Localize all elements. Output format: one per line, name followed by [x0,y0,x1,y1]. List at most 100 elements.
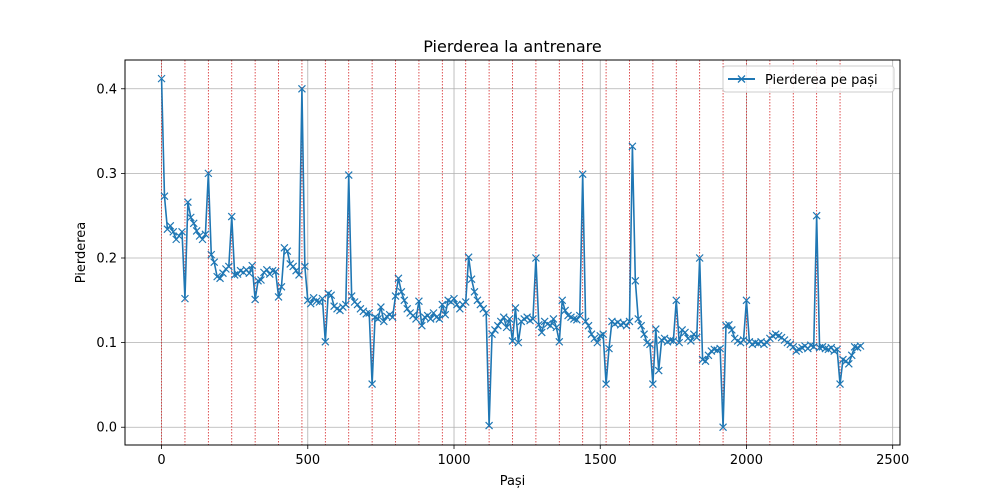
data-point-marker [742,296,751,305]
legend: Pierderea pe pași [722,65,895,93]
data-point-marker [529,314,537,323]
data-point-marker [248,261,257,270]
data-point-marker [175,232,184,240]
data-point-marker [157,74,166,83]
data-point-marker [435,314,444,323]
data-point-marker [441,310,450,319]
data-point-marker [666,336,675,345]
data-point-marker [634,314,643,323]
data-point-marker [391,292,400,301]
data-point-marker [722,321,730,330]
data-point-marker [344,171,353,180]
data-point-marker [534,320,543,329]
data-point-marker [675,338,684,347]
data-point-marker [251,295,260,304]
data-point-marker [216,274,224,283]
y-tick-label: 0.4 [96,82,117,97]
y-tick-label: 0.3 [96,167,117,182]
data-point-marker [321,337,330,346]
data-point-marker [298,84,306,93]
data-point-marker [198,235,207,244]
data-point-marker [686,336,695,345]
data-point-marker [312,297,321,306]
data-point-marker [362,309,371,318]
data-point-marker [455,304,464,313]
data-point-marker [549,314,558,323]
data-point-marker [581,317,590,326]
data-point-marker [856,342,865,350]
data-point-marker [485,421,494,430]
legend-entry-label: Pierderea pe pași [765,73,878,88]
data-point-marker [453,300,461,309]
y-axis-ticks: 0.0 0.1 0.2 0.3 0.4 [96,82,125,436]
data-point-marker [701,357,710,366]
data-point-marker [379,317,388,326]
data-point-marker [605,344,613,353]
data-point-marker [836,380,844,389]
data-point-marker [183,198,192,207]
data-point-marker [569,314,578,323]
data-point-marker [412,314,420,323]
data-point-marker [388,313,397,322]
data-point-marker [681,328,689,337]
data-point-marker [271,267,280,276]
data-point-marker [640,330,649,339]
x-tick-label: 2000 [730,453,763,468]
data-point-marker [464,253,473,262]
data-point-marker [289,262,298,271]
data-point-marker [219,269,227,278]
data-point-marker [558,296,567,305]
data-point-marker [169,227,178,236]
data-point-marker [578,170,587,179]
data-point-marker [552,323,561,332]
data-point-marker [648,380,657,389]
loss-series-line [160,78,861,429]
data-point-marker [537,328,546,337]
data-point-marker [488,330,496,339]
data-point-marker [186,213,195,222]
data-point-marker [493,321,502,330]
data-point-marker [587,330,596,339]
data-point-marker [625,317,634,326]
data-point-marker [844,359,853,368]
data-point-marker [479,304,488,313]
plot-frame [124,59,901,446]
data-point-marker [672,296,681,305]
x-tick-label: 1500 [584,453,617,468]
data-point-marker [429,309,438,317]
data-point-marker [727,325,736,334]
data-point-marker [341,300,350,309]
data-point-marker [438,300,447,309]
data-point-marker [306,299,315,308]
x-tick-label: 1000 [437,453,470,468]
data-point-marker [204,169,213,178]
chart-title: Pierderea la antrenare [423,37,601,56]
data-point-marker [245,269,254,278]
x-tick-label: 2500 [876,453,909,468]
data-point-marker [514,338,523,347]
data-point-marker [292,266,301,275]
plot-area [124,59,901,446]
y-tick-label: 0.1 [96,336,117,351]
data-point-marker [353,300,362,309]
data-point-marker [414,297,423,306]
data-point-marker [833,345,842,354]
data-point-marker [496,317,505,326]
data-point-marker [651,325,660,334]
data-point-marker [599,330,608,339]
data-point-marker [376,303,385,312]
data-point-marker [637,321,646,330]
epoch-vertical-lines [161,60,841,445]
data-point-marker [374,314,382,323]
data-point-marker [473,296,482,305]
data-point-marker [426,314,435,323]
data-point-marker [491,325,499,334]
data-point-marker [295,270,303,279]
data-point-marker [417,321,426,330]
data-point-marker [646,340,654,349]
data-point-marker [207,250,216,259]
y-tick-label: 0.2 [96,252,117,267]
data-point-marker [704,351,713,360]
data-point-marker [482,309,491,317]
